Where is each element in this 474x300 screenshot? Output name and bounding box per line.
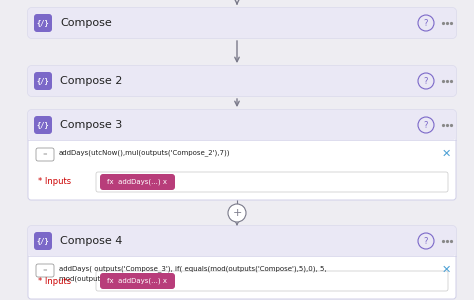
FancyBboxPatch shape (96, 271, 448, 291)
Text: ✕: ✕ (441, 265, 451, 275)
FancyBboxPatch shape (34, 14, 52, 32)
FancyBboxPatch shape (96, 172, 448, 192)
Text: fx  addDays(...) x: fx addDays(...) x (108, 278, 167, 284)
Text: +: + (232, 208, 242, 218)
FancyBboxPatch shape (28, 8, 456, 38)
FancyBboxPatch shape (28, 226, 456, 256)
Text: =: = (43, 268, 47, 273)
Text: ?: ? (424, 76, 428, 85)
FancyBboxPatch shape (34, 116, 52, 134)
Text: Compose: Compose (60, 18, 112, 28)
FancyBboxPatch shape (28, 8, 456, 38)
Text: {/}: {/} (36, 238, 49, 244)
FancyBboxPatch shape (34, 72, 52, 90)
Text: * Inputs: * Inputs (38, 277, 71, 286)
FancyBboxPatch shape (28, 226, 456, 299)
Text: ✕: ✕ (441, 149, 451, 159)
Text: ?: ? (424, 19, 428, 28)
Circle shape (228, 204, 246, 222)
Text: fx  addDays(...) x: fx addDays(...) x (108, 179, 167, 185)
FancyBboxPatch shape (28, 110, 456, 140)
Text: Compose 2: Compose 2 (60, 76, 122, 86)
FancyBboxPatch shape (28, 66, 456, 96)
Text: mod(outputs('Compose'),5) ) ): mod(outputs('Compose'),5) ) ) (59, 276, 165, 283)
Text: Compose 3: Compose 3 (60, 120, 122, 130)
Text: {/}: {/} (36, 20, 49, 26)
FancyBboxPatch shape (100, 273, 175, 289)
Text: ?: ? (424, 236, 428, 245)
Text: addDays(utcNow(),mul(outputs('Compose_2'),7)): addDays(utcNow(),mul(outputs('Compose_2'… (59, 149, 230, 156)
Text: {/}: {/} (36, 77, 49, 85)
Text: addDays( outputs('Compose_3'), if( equals(mod(outputs('Compose'),5),0), 5,: addDays( outputs('Compose_3'), if( equal… (59, 265, 327, 272)
Text: * Inputs: * Inputs (38, 178, 71, 187)
FancyBboxPatch shape (34, 232, 52, 250)
Text: ?: ? (424, 121, 428, 130)
FancyBboxPatch shape (36, 264, 54, 277)
FancyBboxPatch shape (36, 148, 54, 161)
Text: Compose 4: Compose 4 (60, 236, 122, 246)
FancyBboxPatch shape (28, 66, 456, 96)
FancyBboxPatch shape (100, 174, 175, 190)
Text: =: = (43, 152, 47, 157)
FancyBboxPatch shape (28, 110, 456, 200)
Text: {/}: {/} (36, 122, 49, 128)
